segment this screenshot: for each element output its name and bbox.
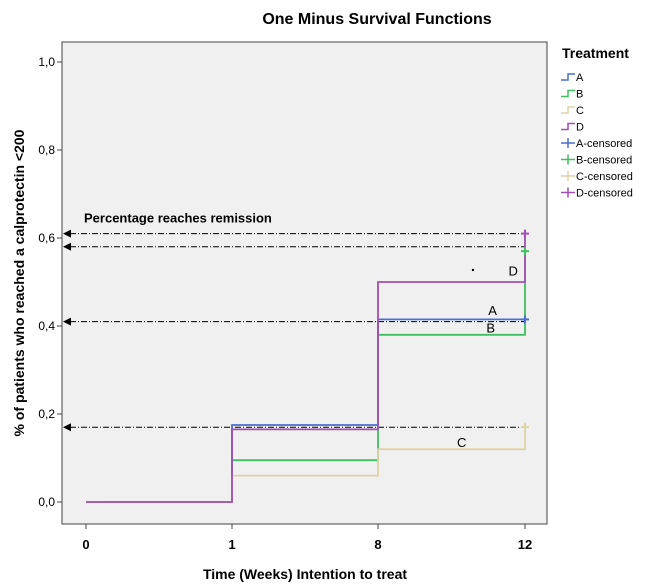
legend-item-d: D: [561, 122, 584, 134]
x-tick-label: 12: [518, 537, 532, 552]
legend-label: B: [576, 89, 583, 101]
x-tick-label: 0: [82, 537, 89, 552]
y-tick-label: 0,0: [38, 495, 55, 509]
y-tick-label: 0,6: [38, 231, 55, 245]
legend-label: D: [576, 122, 584, 134]
stray-dot: [471, 268, 475, 272]
y-tick-label: 0,2: [38, 407, 55, 421]
series-annotation: C: [457, 435, 466, 450]
y-axis-label: % of patients who reached a calprotectin…: [11, 129, 27, 436]
legend-label: B-censored: [576, 155, 632, 167]
legend-label: C-censored: [576, 171, 633, 183]
x-tick-label: 1: [228, 537, 235, 552]
series-line-d: [86, 231, 526, 503]
reference-arrowhead: [63, 242, 71, 251]
legend-title: Treatment: [562, 45, 629, 61]
series-annotation: D: [508, 263, 517, 278]
remission-annotation: Percentage reaches remission: [84, 211, 272, 226]
legend-label: A: [576, 72, 584, 84]
legend-item-b-censored: B-censored: [561, 154, 632, 167]
reference-arrowhead: [63, 229, 71, 238]
censor-mark-b: [521, 247, 529, 256]
legend-label: C: [576, 105, 584, 117]
legend-item-c: C: [561, 105, 584, 117]
censor-marks: [521, 229, 529, 432]
y-tick-label: 1,0: [38, 55, 55, 69]
x-axis-label: Time (Weeks) Intention to treat: [203, 566, 407, 582]
legend-item-a-censored: A-censored: [561, 138, 632, 150]
series-lines: [86, 231, 526, 503]
reference-arrowhead: [63, 317, 71, 326]
annotations: Percentage reaches remission D AB C: [84, 211, 518, 450]
x-tick-label: 8: [374, 537, 381, 552]
censor-mark-a: [521, 315, 529, 324]
legend-item-a: A: [561, 72, 584, 84]
reference-lines: [63, 229, 525, 432]
chart-title: One Minus Survival Functions: [262, 11, 491, 28]
y-tick-label: 0,8: [38, 143, 55, 157]
legend-label: D-censored: [576, 188, 633, 200]
y-axis-ticks: 0,0 0,2 0,4 0,6 0,8 1,0: [38, 55, 62, 509]
x-axis-ticks: 0 1 8 12: [82, 524, 532, 552]
plot-area: [61, 41, 548, 525]
censor-mark-d: [521, 229, 529, 238]
series-annotation: B: [486, 321, 495, 336]
censor-mark-c: [521, 423, 529, 432]
y-tick-label: 0,4: [38, 319, 55, 333]
legend-label: A-censored: [576, 138, 632, 150]
legend-item-b: B: [561, 89, 583, 101]
legend-item-c-censored: C-censored: [561, 171, 633, 183]
reference-arrowhead: [63, 423, 71, 432]
series-annotation: A: [488, 303, 497, 318]
legend-item-d-censored: D-censored: [561, 187, 633, 200]
